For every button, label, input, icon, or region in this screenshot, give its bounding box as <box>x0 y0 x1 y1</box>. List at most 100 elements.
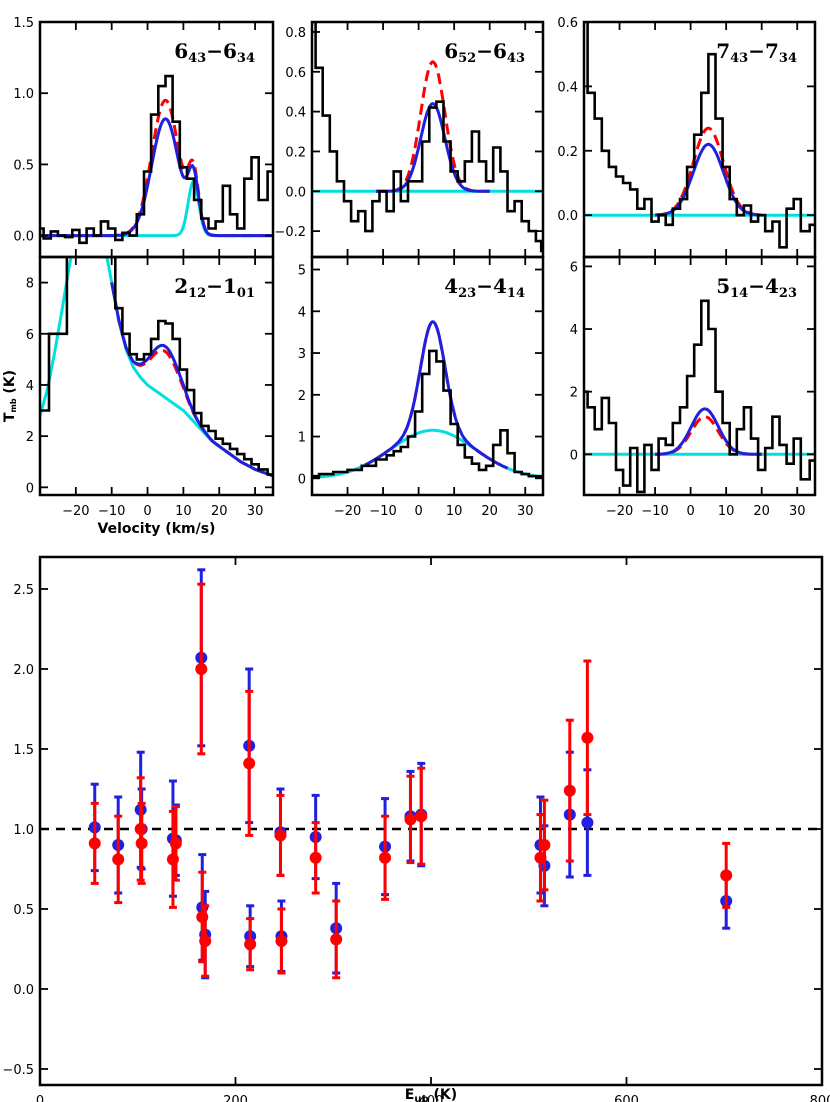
plot-area <box>584 22 815 249</box>
y-tick-label: 1.0 <box>13 823 34 838</box>
y-tick-label: 4 <box>298 305 306 320</box>
x-tick-label: −10 <box>369 504 396 519</box>
panel-bottom-middle: −20 −10 0 10 20 30 0 1 2 3 4 5 423−414 <box>298 255 545 519</box>
data-point <box>581 731 594 744</box>
panel-top-left: 0.0 0.5 1.0 1.5 643−634 <box>13 16 275 259</box>
plot-area <box>312 320 543 479</box>
y-tick-label: 2 <box>26 430 34 445</box>
x-tick-label: 10 <box>718 504 735 519</box>
data-point <box>330 933 343 946</box>
x-tick-label: 400 <box>419 1094 444 1102</box>
x-tick-label: −20 <box>62 504 89 519</box>
y-tick-label: 0.2 <box>285 145 306 160</box>
tick-group: −0.2 0.0 0.2 0.4 0.6 0.8 <box>274 22 543 257</box>
y-tick-label: 1.5 <box>13 743 34 758</box>
x-tick-label: 200 <box>223 1094 248 1102</box>
y-tick-label: −0.2 <box>274 225 306 240</box>
axes-frame <box>310 255 545 497</box>
data-point <box>274 829 287 842</box>
y-tick-label: 0.0 <box>13 983 34 998</box>
y-tick-label: 4 <box>26 379 34 394</box>
x-tick-label: −10 <box>98 504 125 519</box>
data-point <box>309 851 322 864</box>
y-tick-label: 6 <box>26 328 34 343</box>
x-tick-label: 0 <box>414 504 422 519</box>
y-tick-label: 2.5 <box>13 583 34 598</box>
y-tick-label: 0.4 <box>557 80 578 95</box>
series-observed <box>584 299 815 494</box>
series-model-red <box>655 415 762 456</box>
panel-bottom-left: −20 −10 0 10 20 30 0 2 4 6 8 212−101 Velocity (km/s)… <box>2 255 275 537</box>
data-point <box>195 663 208 675</box>
y-tick-label: 0.0 <box>285 185 306 200</box>
data-point <box>404 813 417 826</box>
x-axis-label: Velocity (km/s) <box>98 521 216 537</box>
y-tick-label: 0.2 <box>557 145 578 160</box>
x-axis-label: Eup (K) <box>405 1087 457 1102</box>
x-tick-label: 800 <box>810 1094 830 1102</box>
transition-label: 423−414 <box>444 274 525 301</box>
series-model-red <box>88 582 733 980</box>
y-tick-label: 2 <box>298 389 306 404</box>
x-tick-label: 10 <box>446 504 463 519</box>
axes-frame <box>582 255 817 497</box>
panel-top-right: 0.0 0.2 0.4 0.6 743−734 <box>557 16 817 259</box>
series-observed <box>40 74 273 245</box>
transition-label: 743−734 <box>716 39 797 66</box>
series-model-blue <box>110 282 273 478</box>
panel-bottom-right: −20 −10 0 10 20 30 0 2 4 6 514−423 <box>570 255 817 519</box>
series-model-red <box>364 320 509 470</box>
plot-area <box>312 22 543 253</box>
series-model-red <box>110 282 273 478</box>
y-tick-label: 3 <box>298 347 306 362</box>
y-tick-label: 1.0 <box>13 87 34 102</box>
x-tick-label: 30 <box>247 504 264 519</box>
x-tick-label: −10 <box>641 504 668 519</box>
series-observed <box>40 257 273 476</box>
x-tick-label: −20 <box>606 504 633 519</box>
tick-group: 0.0 0.2 0.4 0.6 <box>557 16 815 257</box>
y-tick-label: 6 <box>570 260 578 275</box>
data-point <box>415 810 428 823</box>
y-tick-label: 4 <box>570 323 578 338</box>
series-observed <box>584 22 815 249</box>
data-point <box>88 837 101 850</box>
tick-group: 0.0 0.5 1.0 1.5 <box>13 16 273 257</box>
x-tick-label: 10 <box>175 504 192 519</box>
tick-group: −20 −10 0 10 20 30 0 2 4 6 <box>570 257 815 519</box>
series-model-blue <box>655 407 762 456</box>
tick-group: −20 −10 0 10 20 30 0 2 4 6 8 <box>26 257 273 519</box>
transition-label: 514−423 <box>716 274 797 301</box>
x-tick-label: 20 <box>753 504 770 519</box>
data-point <box>275 935 288 947</box>
data-point <box>199 935 212 947</box>
y-tick-label: 1.5 <box>13 16 34 31</box>
y-tick-label: 0.6 <box>557 16 578 31</box>
series-model-blue <box>88 568 733 980</box>
plot-area <box>584 299 815 494</box>
x-tick-label: 0 <box>36 1094 44 1102</box>
data-point <box>379 851 392 864</box>
x-tick-label: 0 <box>686 504 694 519</box>
x-tick-label: 20 <box>211 504 228 519</box>
transition-label: 652−643 <box>444 39 525 66</box>
data-point <box>243 757 256 770</box>
plot-area <box>40 568 822 980</box>
tick-group: −20 −10 0 10 20 30 0 1 2 3 4 5 <box>298 257 543 519</box>
axes-frame <box>38 555 824 1087</box>
y-tick-label: 0.4 <box>285 106 306 121</box>
x-tick-label: 30 <box>789 504 806 519</box>
x-tick-label: 0 <box>143 504 151 519</box>
x-tick-label: 600 <box>614 1094 639 1102</box>
y-tick-label: 0 <box>570 448 578 463</box>
axes-frame <box>38 255 275 497</box>
x-tick-label: −20 <box>334 504 361 519</box>
data-point <box>581 816 594 829</box>
y-tick-label: 8 <box>26 277 34 292</box>
y-tick-label: 2 <box>570 386 578 401</box>
x-tick-label: 30 <box>517 504 534 519</box>
y-tick-label: 0 <box>298 472 306 487</box>
y-tick-label: 0 <box>26 481 34 496</box>
series-background <box>40 257 273 478</box>
